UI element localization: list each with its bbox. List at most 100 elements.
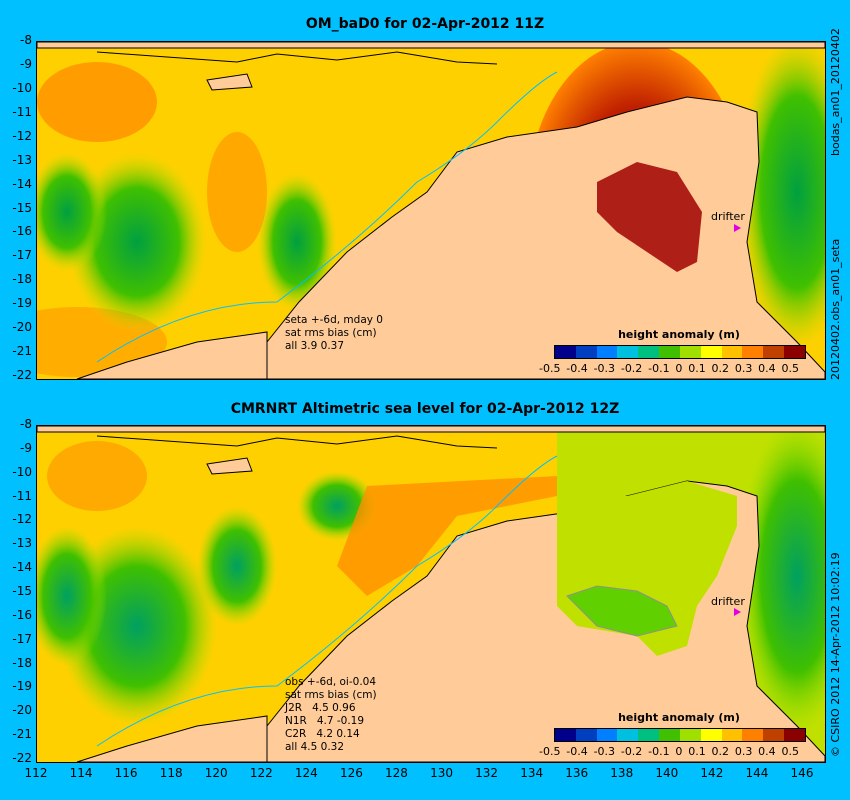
bottom-annotation-line-5: C2R 4.2 0.14 <box>285 728 360 740</box>
bottom-annotation-line-1: obs +-6d, oi-0.04 <box>285 676 377 688</box>
bottom-y-tick-label: -14 <box>12 560 32 575</box>
top-colorbar-title: height anomaly (m) <box>618 328 740 341</box>
colorbar-segment <box>742 729 764 741</box>
colorbar-tick-label: 0.5 <box>781 745 799 758</box>
bottom-map-panel: obs +-6d, oi-0.04 sat rms bias (cm) J2R … <box>36 425 826 763</box>
colorbar-segment <box>575 346 597 358</box>
colorbar-tick-label: 0.4 <box>758 362 776 375</box>
top-side-label-2: bodas_an01_20120402 <box>829 28 842 156</box>
colorbar-segment <box>638 729 660 741</box>
x-tick-label: 120 <box>204 766 228 780</box>
bottom-drifter-marker <box>734 608 741 616</box>
colorbar-segment <box>555 346 576 358</box>
colorbar-segment <box>784 729 805 741</box>
top-y-tick-label: -12 <box>12 128 32 143</box>
colorbar-segment <box>638 346 660 358</box>
colorbar-segment <box>700 346 722 358</box>
colorbar-segment <box>617 346 639 358</box>
colorbar-tick-label: 0.3 <box>734 362 753 375</box>
colorbar-segment <box>617 729 639 741</box>
bottom-annotation-line-4: N1R 4.7 -0.19 <box>285 715 365 727</box>
top-y-tick-label: -21 <box>12 344 32 359</box>
top-y-tick-label: -11 <box>12 104 32 119</box>
top-y-tick-label: -19 <box>12 296 32 311</box>
top-map-canvas <box>37 42 825 379</box>
bottom-y-tick-label: -18 <box>12 655 32 670</box>
x-tick-label: 124 <box>294 766 318 780</box>
colorbar-segment <box>596 729 618 741</box>
bottom-y-tick-label: -21 <box>12 727 32 742</box>
colorbar-segment <box>721 729 743 741</box>
x-tick-label: 134 <box>520 766 544 780</box>
colorbar-tick-label: 0.1 <box>688 362 706 375</box>
bottom-y-tick-label: -11 <box>12 488 32 503</box>
x-tick-label: 138 <box>610 766 634 780</box>
top-y-tick-label: -17 <box>12 248 32 263</box>
x-tick-label: 114 <box>69 766 93 780</box>
bottom-colorbar <box>554 728 806 742</box>
top-y-tick-label: -20 <box>12 320 32 335</box>
colorbar-tick-label: 0 <box>675 745 683 758</box>
bottom-y-tick-label: -20 <box>12 703 32 718</box>
colorbar-tick-label: -0.5 <box>539 745 561 758</box>
top-y-tick-label: -22 <box>12 368 32 382</box>
colorbar-segment <box>763 346 785 358</box>
top-drifter-label: drifter <box>711 210 745 223</box>
bottom-y-tick-label: -13 <box>12 536 32 551</box>
colorbar-segment <box>721 346 743 358</box>
colorbar-segment <box>555 729 576 741</box>
colorbar-tick-label: -0.1 <box>648 362 670 375</box>
colorbar-segment <box>679 729 701 741</box>
top-y-tick-label: -10 <box>12 80 32 95</box>
bottom-map-canvas <box>37 426 825 762</box>
colorbar-tick-label: -0.3 <box>593 745 616 758</box>
x-tick-label: 116 <box>114 766 138 780</box>
colorbar-segment <box>596 346 618 358</box>
bottom-y-tick-label: -16 <box>12 607 32 622</box>
colorbar-segment <box>659 346 680 358</box>
x-tick-label: 140 <box>655 766 679 780</box>
top-y-tick-label: -9 <box>20 56 32 71</box>
bottom-colorbar-title: height anomaly (m) <box>618 711 740 724</box>
colorbar-tick-label: -0.1 <box>648 745 670 758</box>
top-annotation-line-2: sat rms bias (cm) <box>285 327 377 339</box>
bottom-y-tick-label: -8 <box>20 417 32 431</box>
bottom-y-tick-label: -9 <box>20 440 32 455</box>
colorbar-tick-label: -0.3 <box>593 362 616 375</box>
top-y-tick-label: -13 <box>12 152 32 167</box>
x-tick-label: 126 <box>339 766 363 780</box>
bottom-y-tick-label: -17 <box>12 631 32 646</box>
colorbar-tick-label: -0.2 <box>620 362 643 375</box>
x-tick-label: 146 <box>790 766 814 780</box>
x-tick-label: 142 <box>700 766 724 780</box>
x-tick-label: 118 <box>159 766 183 780</box>
colorbar-segment <box>763 729 785 741</box>
colorbar-tick-label: -0.4 <box>566 745 588 758</box>
bottom-annotation-line-2: sat rms bias (cm) <box>285 689 377 701</box>
bottom-drifter-label: drifter <box>711 595 745 608</box>
bottom-y-tick-label: -10 <box>12 464 32 479</box>
top-annotation-line-1: seta +-6d, mday 0 <box>285 314 383 326</box>
top-y-tick-label: -14 <box>12 176 32 191</box>
x-tick-label: 128 <box>385 766 408 780</box>
colorbar-tick-label: 0.5 <box>781 362 799 375</box>
colorbar-tick-label: 0.1 <box>688 745 706 758</box>
bottom-map-title: CMRNRT Altimetric sea level for 02-Apr-2… <box>230 401 620 417</box>
bottom-side-label: © CSIRO 2012 14-Apr-2012 10:02:19 <box>829 552 842 757</box>
bottom-annotation-line-6: all 4.5 0.32 <box>285 741 345 753</box>
colorbar-segment <box>700 729 722 741</box>
colorbar-segment <box>784 346 805 358</box>
x-tick-label: 144 <box>745 766 769 780</box>
top-annotation-line-3: all 3.9 0.37 <box>285 340 345 352</box>
bottom-y-tick-label: -12 <box>12 512 32 527</box>
colorbar-tick-label: 0 <box>675 362 683 375</box>
x-tick-label: 112 <box>24 766 48 780</box>
top-drifter-marker <box>734 224 741 232</box>
x-tick-label: 132 <box>475 766 499 780</box>
top-map-title: OM_baD0 for 02-Apr-2012 11Z <box>305 16 545 32</box>
colorbar-segment <box>679 346 701 358</box>
top-map-panel: seta +-6d, mday 0 sat rms bias (cm) all … <box>36 41 826 380</box>
colorbar-tick-label: -0.5 <box>539 362 561 375</box>
top-y-tick-label: -16 <box>12 224 32 239</box>
top-colorbar-ticks: -0.5 -0.4 -0.3 -0.2 -0.1 0 0.1 0.2 0.3 0.4 0.5 <box>539 362 799 375</box>
